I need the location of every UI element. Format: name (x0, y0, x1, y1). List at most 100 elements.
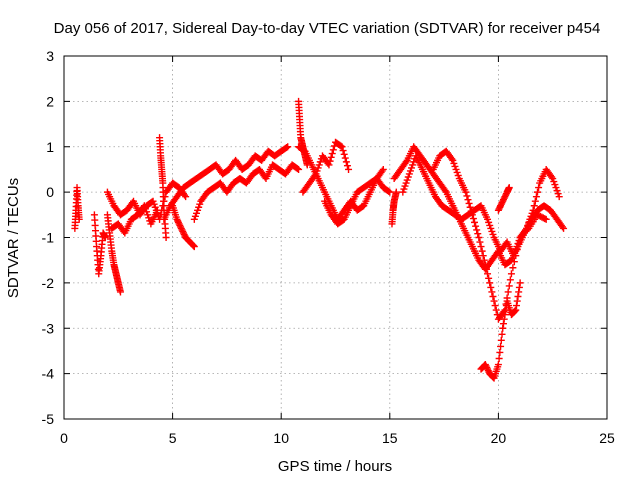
data-point (509, 264, 517, 272)
data-point (340, 150, 348, 158)
data-point (497, 342, 505, 350)
data-point (75, 215, 83, 223)
data-point (162, 234, 170, 241)
grid (64, 56, 607, 419)
data-point (506, 276, 514, 284)
data-point (488, 288, 496, 296)
data-point (190, 242, 198, 250)
data-point (448, 155, 456, 163)
data-point (535, 184, 543, 192)
x-tick-label: 20 (491, 430, 507, 446)
data-point (341, 154, 349, 162)
data-point (337, 142, 345, 150)
data-point (490, 297, 498, 305)
data-point (189, 241, 197, 249)
series-track-c (103, 211, 124, 296)
data-point (182, 193, 190, 201)
data-point (379, 165, 387, 173)
data-point (514, 292, 522, 300)
data-point (385, 187, 393, 195)
data-point (441, 187, 449, 195)
x-tick-label: 15 (382, 430, 398, 446)
data-point (487, 283, 495, 291)
data-point (181, 191, 189, 199)
data-point (293, 165, 301, 173)
axes: 0 5 10 15 20 25 -5 -4 -3 -2 -1 0 1 2 3 (42, 48, 615, 446)
data-point (513, 246, 521, 254)
data-point (511, 307, 519, 315)
data-point (504, 288, 512, 296)
y-tick-label: 1 (46, 139, 54, 155)
data-point (485, 274, 493, 282)
data-point (338, 143, 346, 151)
series-track-i (190, 161, 303, 223)
data-point (499, 320, 507, 328)
y-tick-label: 0 (46, 184, 54, 200)
data-point (507, 270, 515, 278)
data-point (513, 302, 520, 310)
data-point (101, 234, 109, 241)
data-series (71, 97, 568, 382)
series-track-q (429, 147, 550, 323)
data-point (515, 283, 523, 291)
data-point (529, 206, 537, 214)
data-point (512, 306, 520, 314)
data-point (498, 330, 506, 338)
data-point (558, 223, 566, 231)
data-point (560, 224, 568, 232)
data-point (489, 373, 497, 381)
x-tick-label: 5 (169, 430, 177, 446)
data-point (555, 193, 563, 201)
data-point (479, 252, 487, 260)
series-track-p (399, 152, 563, 260)
series-track-h (169, 202, 198, 251)
data-point (533, 188, 541, 196)
data-point (532, 193, 540, 201)
y-tick-label: -1 (42, 230, 55, 246)
data-point (469, 215, 477, 223)
series-track-e (108, 202, 161, 237)
data-point (475, 234, 483, 241)
data-point (345, 165, 353, 173)
y-tick-label: 2 (46, 93, 54, 109)
data-point (494, 361, 502, 369)
data-point (486, 279, 494, 287)
data-point (463, 192, 471, 200)
data-point (284, 143, 292, 151)
data-point (515, 288, 523, 296)
series-track-g (160, 143, 292, 223)
data-point (489, 292, 497, 300)
series-track-l (299, 138, 353, 196)
data-point (548, 173, 556, 181)
data-point (466, 203, 474, 211)
data-point (505, 282, 513, 290)
data-point (477, 243, 485, 251)
series-track-b (90, 211, 109, 278)
data-point (510, 308, 518, 316)
chart-title: Day 056 of 2017, Sidereal Day-to-day VTE… (54, 20, 601, 37)
data-point (386, 188, 394, 196)
data-point (531, 197, 539, 205)
data-point (190, 243, 198, 251)
data-point (462, 188, 470, 196)
data-point (492, 306, 500, 314)
data-point (343, 162, 351, 170)
data-point (501, 311, 509, 319)
data-point (510, 258, 518, 266)
data-point (295, 165, 303, 173)
data-point (523, 226, 531, 234)
series-track-a (71, 184, 83, 232)
data-point (326, 157, 334, 165)
data-point (472, 222, 480, 230)
data-point (499, 324, 507, 332)
data-point (329, 146, 337, 154)
y-tick-label: -5 (42, 411, 55, 427)
data-point (496, 348, 504, 356)
data-point (474, 230, 482, 238)
x-tick-label: 0 (60, 430, 68, 446)
data-point (339, 147, 347, 155)
y-tick-label: -3 (42, 320, 55, 336)
series-track-f (156, 134, 170, 241)
data-point (153, 206, 161, 214)
